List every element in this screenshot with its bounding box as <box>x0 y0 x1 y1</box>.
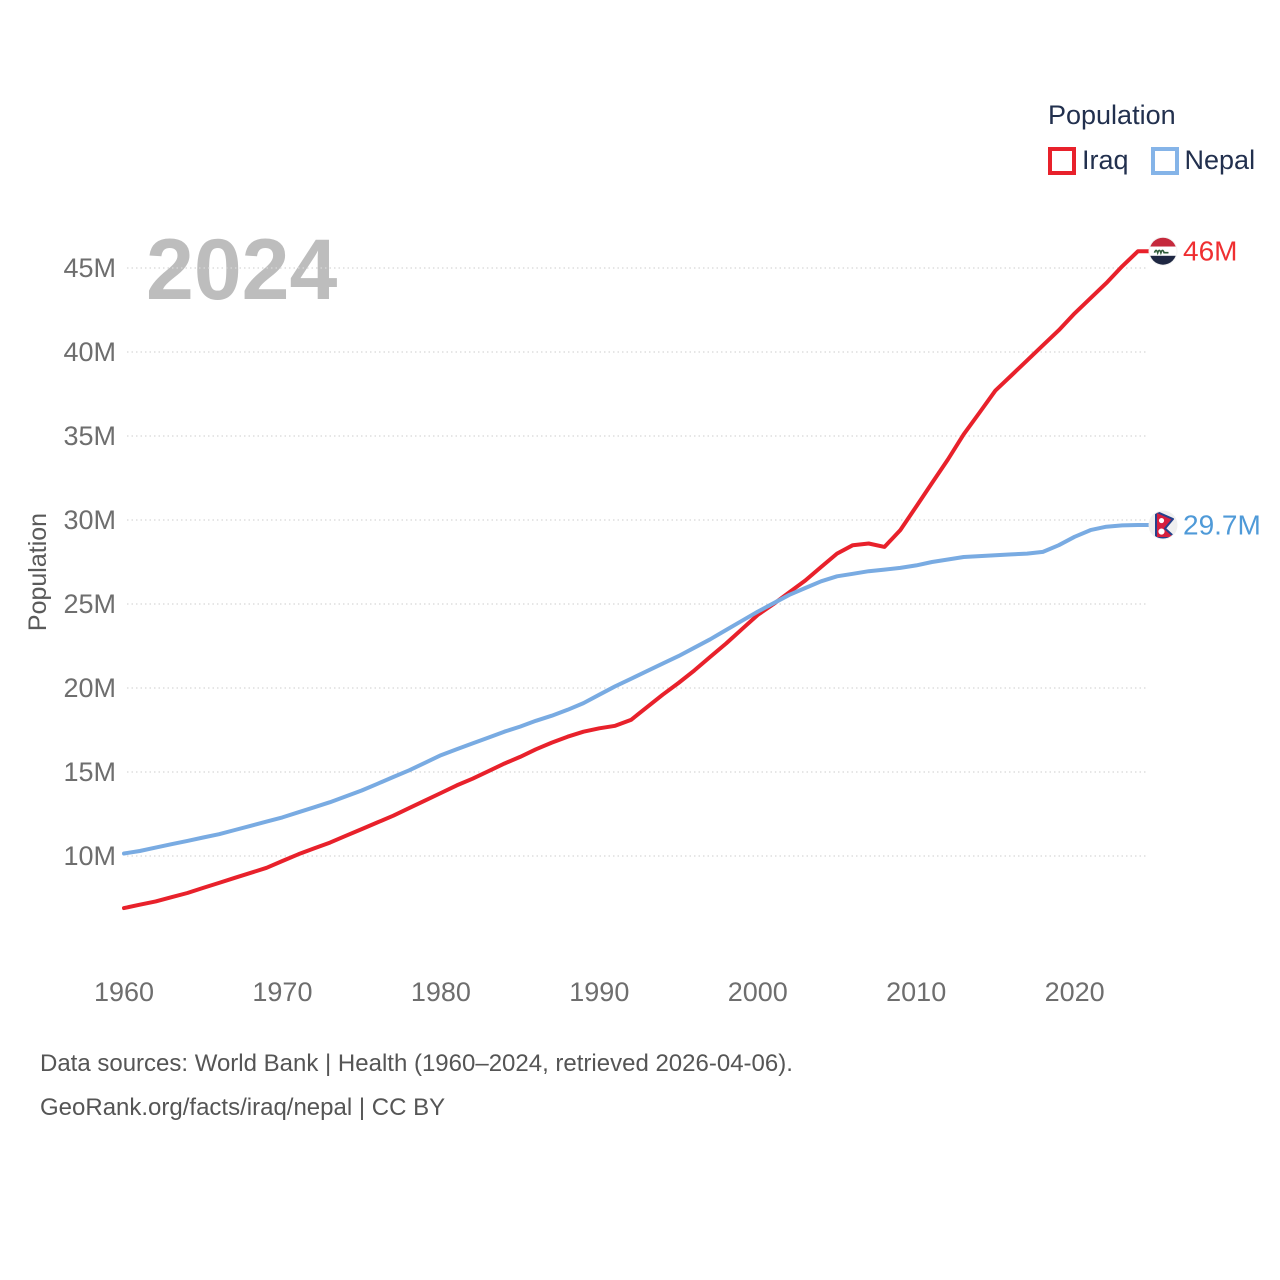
y-tick-label: 10M <box>63 841 116 871</box>
x-axis-tick-labels: 1960 1970 1980 1990 2000 2010 2020 <box>94 977 1105 1007</box>
y-tick-label: 35M <box>63 421 116 451</box>
footer-attribution: Data sources: World Bank | Health (1960–… <box>40 1042 793 1130</box>
y-axis-tick-labels: 10M 15M 20M 25M 30M 35M 40M 45M <box>63 253 116 871</box>
y-tick-label: 20M <box>63 673 116 703</box>
legend-title: Population <box>1048 100 1176 130</box>
iraq-flag-icon <box>1148 236 1178 266</box>
legend-item-iraq[interactable]: Iraq <box>1048 145 1129 176</box>
y-tick-label: 25M <box>63 589 116 619</box>
y-axis-title: Population <box>24 513 52 631</box>
legend-swatch-nepal <box>1150 146 1179 175</box>
x-tick-label: 2000 <box>728 977 788 1007</box>
gridlines <box>127 267 1146 857</box>
x-tick-label: 1980 <box>411 977 471 1007</box>
x-tick-label: 1960 <box>94 977 154 1007</box>
watermark-year: 2024 <box>146 222 337 318</box>
y-tick-label: 30M <box>63 505 116 535</box>
legend-label: Iraq <box>1082 145 1129 175</box>
x-tick-label: 1970 <box>252 977 312 1007</box>
end-value-label-iraq: 46M <box>1183 236 1237 267</box>
legend-items: Iraq Nepal <box>1048 145 1255 176</box>
legend-label: Nepal <box>1184 145 1256 175</box>
series-line-iraq[interactable] <box>122 249 1152 911</box>
y-tick-label: 40M <box>63 337 116 367</box>
series-end-labels: 46M 29.7M <box>1183 236 1261 541</box>
chart-legend: Population Iraq Nepal <box>1048 100 1255 176</box>
footer-site-license: GeoRank.org/facts/iraq/nepal | CC BY <box>40 1094 446 1121</box>
y-tick-label: 15M <box>63 757 116 787</box>
x-tick-label: 1990 <box>569 977 629 1007</box>
footer-data-sources: Data sources: World Bank | Health (1960–… <box>40 1050 793 1077</box>
y-tick-label: 45M <box>63 253 116 283</box>
x-tick-label: 2010 <box>886 977 946 1007</box>
series-line-nepal[interactable] <box>122 523 1152 856</box>
x-tick-label: 2020 <box>1045 977 1105 1007</box>
end-value-label-nepal: 29.7M <box>1183 510 1261 541</box>
legend-item-nepal[interactable]: Nepal <box>1150 145 1256 176</box>
legend-swatch-iraq <box>1048 146 1076 175</box>
nepal-flag-icon <box>1148 510 1178 540</box>
series-lines <box>122 249 1152 911</box>
